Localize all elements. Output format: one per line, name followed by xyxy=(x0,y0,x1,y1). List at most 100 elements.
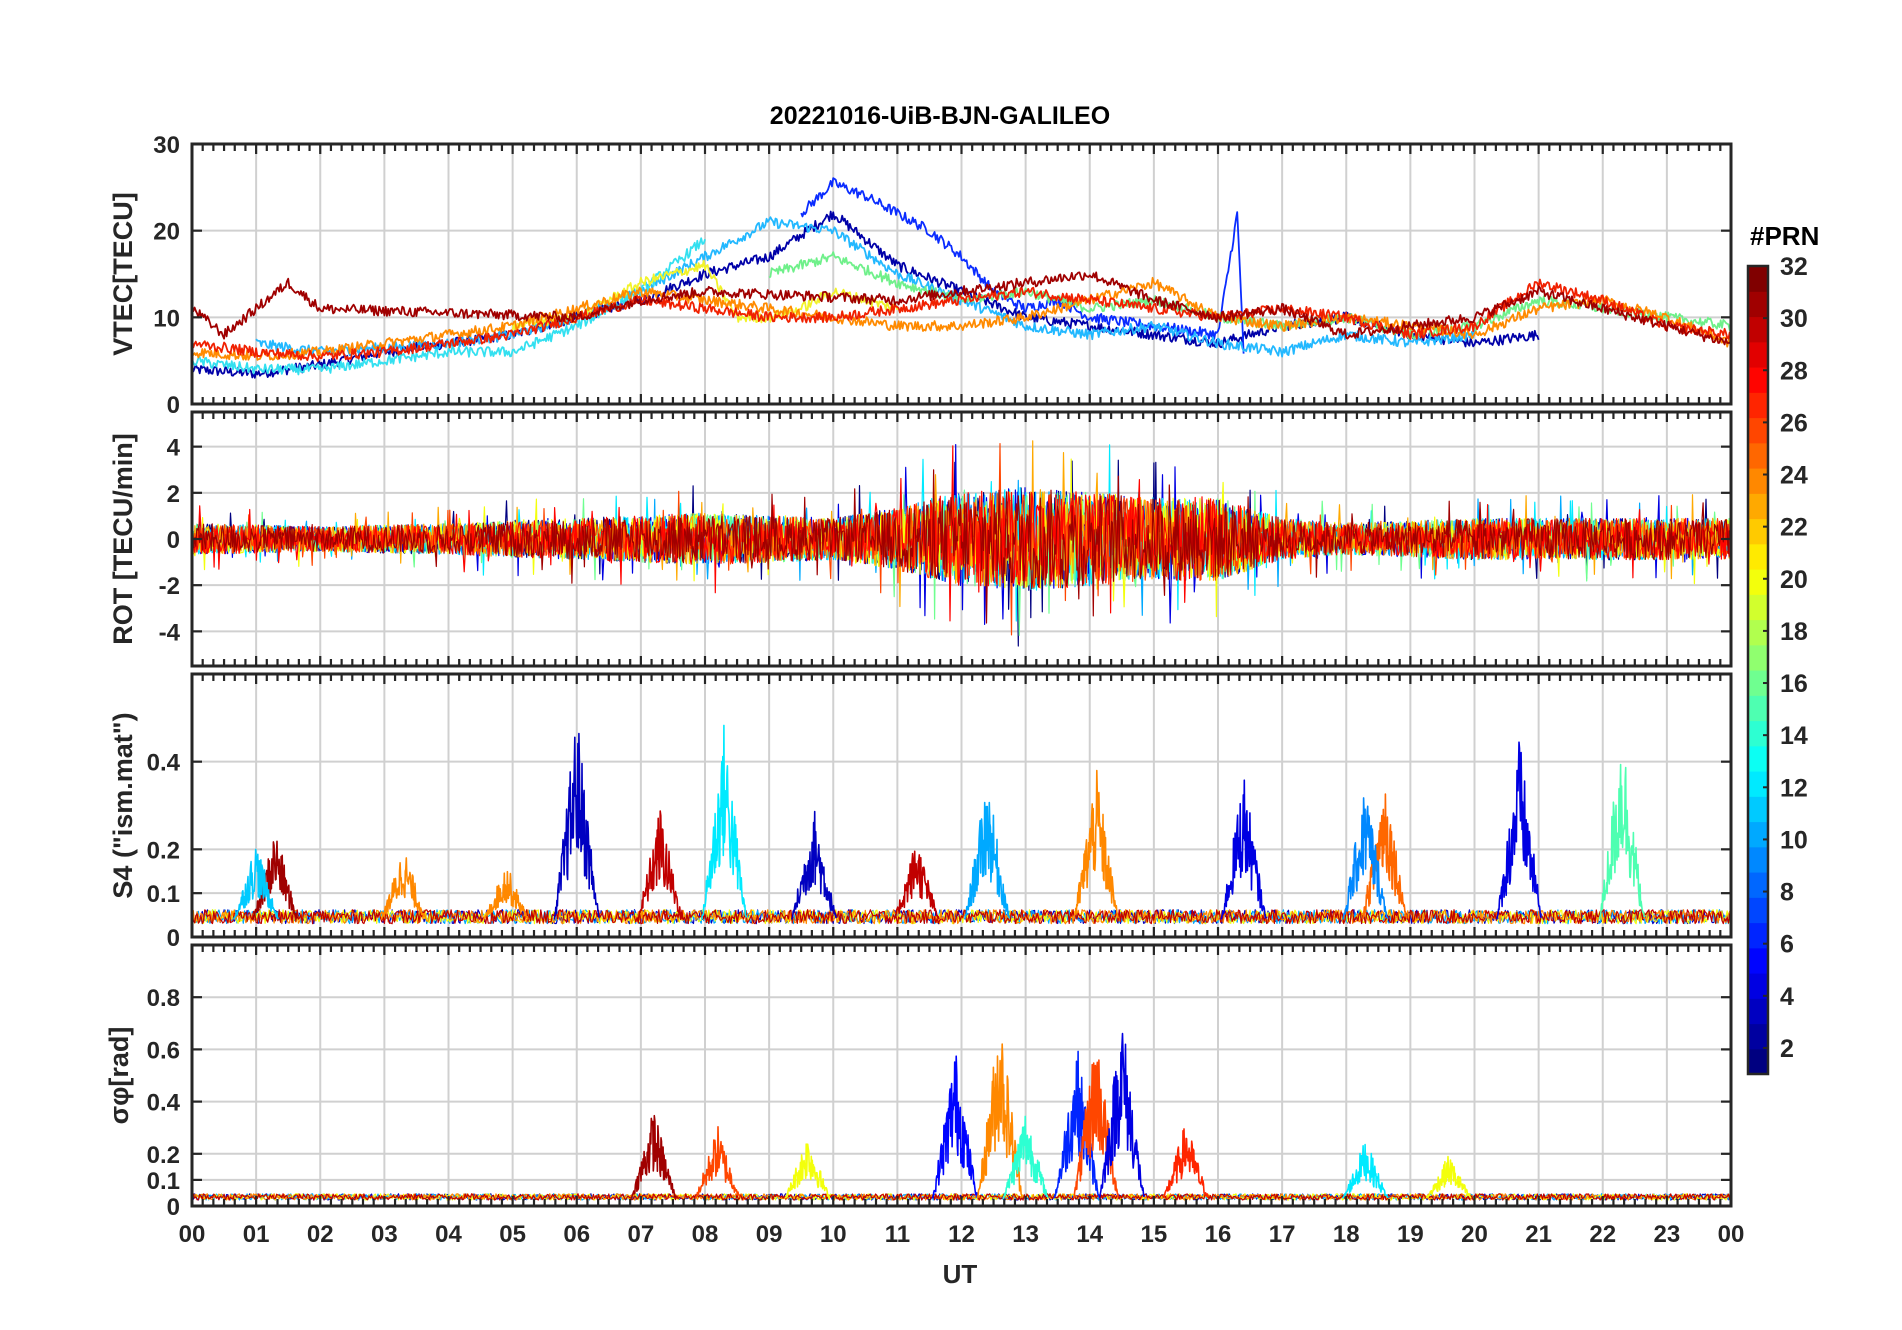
rot-series-prn-31 xyxy=(192,469,1731,624)
y-tick-label: -2 xyxy=(159,573,180,600)
y-ticks xyxy=(192,142,1731,406)
colorbar-tick-label: 2 xyxy=(1780,1035,1794,1063)
y-tick-label: 0.2 xyxy=(147,837,180,864)
colorbar-tick-label: 26 xyxy=(1780,409,1808,437)
y-tick-label: 0.1 xyxy=(147,881,180,908)
x-tick-label: 05 xyxy=(499,1221,526,1248)
x-tick-label: 13 xyxy=(1012,1221,1039,1248)
sigma-burst-prn-5 xyxy=(931,1055,979,1199)
x-tick-label: 00 xyxy=(179,1221,206,1248)
s4-burst-prn-9 xyxy=(1342,797,1389,920)
colorbar-segment xyxy=(1748,771,1768,797)
panel-vtec: 0 10 20 30 VTEC[TECU] xyxy=(108,132,1733,419)
x-ticks xyxy=(190,945,1733,1206)
colorbar-tick-label: 22 xyxy=(1780,514,1808,542)
y-ticks xyxy=(192,445,1731,633)
sigma-burst-prn-14 xyxy=(1002,1115,1049,1199)
colorbar-tick-label: 6 xyxy=(1780,931,1794,959)
x-tick-label: 04 xyxy=(435,1221,462,1248)
colorbar-tick-label: 16 xyxy=(1780,670,1808,698)
colorbar-tick-label: 12 xyxy=(1780,774,1808,802)
colorbar-tick-label: 8 xyxy=(1780,879,1794,907)
s4-burst-prn-30 xyxy=(893,850,940,920)
s4-burst-prn-24 xyxy=(380,857,427,920)
x-tick-label: 20 xyxy=(1461,1221,1488,1248)
sigma-burst-prn-24 xyxy=(976,1043,1023,1199)
chart-title: 20221016-UiB-BJN-GALILEO xyxy=(770,102,1110,130)
colorbar-tick-label: 4 xyxy=(1780,983,1794,1011)
s4-burst-prn-12 xyxy=(701,724,748,920)
colorbar-segment xyxy=(1748,367,1768,393)
colorbar-tick-label: 32 xyxy=(1780,253,1808,281)
panel-s4: 0 0.1 0.2 0.4 S4 ("ism.mat") xyxy=(108,672,1733,952)
colorbar-segment xyxy=(1748,720,1768,747)
y-ticks xyxy=(192,760,1731,939)
x-tick-label: 07 xyxy=(628,1221,655,1248)
y-tick-label: 4 xyxy=(167,435,181,462)
x-tick-label: 00 xyxy=(1718,1221,1745,1248)
y-tick-label: 10 xyxy=(153,305,180,332)
colorbar-segment xyxy=(1748,468,1768,494)
colorbar-label: #PRN xyxy=(1750,221,1819,251)
sigma-burst-prn-27 xyxy=(1162,1128,1209,1199)
x-ticks xyxy=(190,412,1733,666)
colorbar-tick-label: 28 xyxy=(1780,357,1808,385)
s4-burst-prn-31 xyxy=(252,840,299,920)
s4-burst-prn-15 xyxy=(1598,763,1645,920)
s4-burst-prn-3 xyxy=(553,732,600,920)
x-tick-label: 15 xyxy=(1141,1221,1168,1248)
sigma-burst-prn-20 xyxy=(784,1143,831,1199)
data-layer xyxy=(192,177,1731,379)
colorbar-segment xyxy=(1748,1048,1768,1075)
vtec-series-prn-31 xyxy=(192,271,1731,346)
s4-burst-prn-25 xyxy=(1361,793,1408,920)
x-tick-label: 12 xyxy=(948,1221,975,1248)
colorbar-segment xyxy=(1748,872,1768,898)
colorbar-segment xyxy=(1748,266,1768,292)
y-tick-label: 20 xyxy=(153,219,180,246)
data-layer xyxy=(192,440,1731,647)
s4-burst-prn-30 xyxy=(636,810,684,920)
sigma-burst-prn-12 xyxy=(1342,1143,1389,1199)
colorbar-segment xyxy=(1748,442,1768,469)
colorbar-segment xyxy=(1748,1023,1768,1050)
x-ticks xyxy=(190,674,1733,937)
x-tick-label: 03 xyxy=(371,1221,398,1248)
colorbar-segment xyxy=(1748,392,1768,419)
vtec-series-prn-10 xyxy=(255,216,1476,358)
colorbar-tick-label: 30 xyxy=(1780,305,1808,333)
colorbar-segment xyxy=(1748,670,1768,696)
x-tick-label: 02 xyxy=(307,1221,334,1248)
colorbar-segment xyxy=(1748,569,1768,595)
colorbar-tick-label: 18 xyxy=(1780,618,1808,646)
colorbar-segment xyxy=(1748,745,1768,772)
colorbar-segment xyxy=(1748,897,1768,924)
colorbar-segment xyxy=(1748,796,1768,823)
data-layer xyxy=(192,724,1731,925)
vtec-series-prn-28 xyxy=(192,278,1731,362)
colorbar-tick-label: 14 xyxy=(1780,722,1808,750)
colorbar-segment xyxy=(1748,619,1768,646)
sigma-burst-prn-20 xyxy=(1425,1155,1472,1199)
y-tick-label: 0 xyxy=(167,527,180,554)
colorbar-segment xyxy=(1748,846,1768,873)
colorbar-segment xyxy=(1748,543,1768,570)
y-tick-label: 30 xyxy=(153,132,180,159)
y-tick-label: 0.2 xyxy=(147,1142,180,1169)
y-tick-label: 2 xyxy=(167,481,180,508)
colorbar-frame xyxy=(1746,264,1770,1076)
colorbar-segment xyxy=(1748,695,1768,722)
grid xyxy=(192,945,1731,1207)
colorbar-segment xyxy=(1748,922,1768,949)
y-ticks xyxy=(192,996,1731,1208)
sigma-burst-prn-6 xyxy=(1053,1050,1100,1199)
colorbar-segment xyxy=(1748,291,1768,318)
colorbar-segment xyxy=(1748,417,1768,444)
colorbar-segment xyxy=(1748,973,1768,999)
colorbar-segment xyxy=(1748,821,1768,848)
colorbar-segment xyxy=(1748,947,1768,974)
x-ticks xyxy=(190,144,1733,404)
colorbar-segment xyxy=(1748,316,1768,343)
